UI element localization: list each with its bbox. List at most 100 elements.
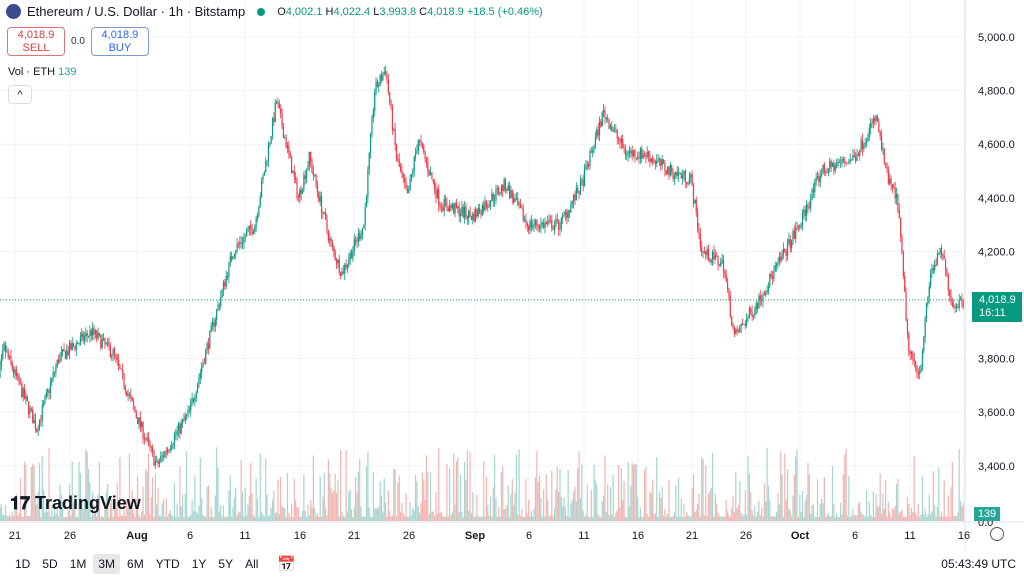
candle-body (417, 140, 419, 151)
collapse-legend-button[interactable]: ^ (8, 85, 32, 104)
volume-bar (270, 507, 272, 521)
tradingview-logo[interactable]: 𝟏𝟕 TradingView (10, 493, 141, 514)
volume-bar (194, 475, 196, 521)
range-ytd[interactable]: YTD (155, 557, 180, 571)
candle-body (59, 355, 61, 363)
candle-body (921, 351, 924, 365)
candle-body (890, 178, 892, 185)
range-3m[interactable]: 3M (93, 554, 121, 574)
volume-bar (10, 516, 12, 521)
range-1m[interactable]: 1M (69, 557, 87, 571)
candle-body (788, 239, 790, 244)
volume-bar (538, 475, 541, 521)
candle-body (44, 397, 46, 403)
candle-body (451, 204, 453, 209)
candle-body (718, 264, 721, 267)
candle-body (848, 161, 850, 163)
volume-bar (472, 492, 474, 521)
volume-bar (43, 490, 45, 521)
candle-body (508, 185, 511, 198)
candle-body (380, 74, 383, 81)
candle-body (566, 211, 568, 218)
last-price-label: 4,018.9 16:11 (972, 292, 1022, 322)
candle-body (703, 251, 706, 252)
candle-body (514, 199, 516, 203)
candle-body (838, 161, 840, 164)
candle-body (297, 197, 299, 199)
candle-body (176, 430, 178, 435)
candle-body (439, 205, 441, 208)
candle-body (620, 138, 622, 143)
candle-body (667, 166, 669, 175)
range-all[interactable]: All (245, 557, 259, 571)
volume-bar (921, 475, 924, 521)
candle-body (4, 343, 7, 353)
candle-body (751, 312, 753, 317)
volume-bar (825, 516, 827, 521)
candle-body (477, 208, 479, 217)
range-1d[interactable]: 1D (15, 557, 31, 571)
volume-bar (213, 516, 215, 521)
candle-body (552, 229, 554, 231)
volume-bar (0, 507, 1, 521)
candle-body (165, 451, 167, 453)
candle-body (310, 151, 312, 162)
volume-bar (376, 508, 379, 521)
candle-body (425, 158, 428, 162)
candle-body (841, 159, 843, 163)
range-1y[interactable]: 1Y (191, 557, 207, 571)
volume-bar (160, 515, 162, 521)
candle-body (626, 155, 628, 156)
candle-body (480, 213, 482, 215)
candle-body (954, 305, 956, 308)
candle-body (758, 295, 760, 309)
candle-body (909, 350, 911, 355)
range-5y[interactable]: 5Y (218, 557, 234, 571)
candle-body (825, 171, 827, 173)
symbol-title[interactable]: Ethereum / U.S. Dollar · 1h · Bitstamp (27, 4, 246, 19)
volume-bar (278, 514, 280, 521)
volume-bar (823, 477, 825, 521)
range-5d[interactable]: 5D (42, 557, 58, 571)
volume-bar (669, 516, 671, 521)
candle-body (205, 349, 207, 364)
price-chart[interactable]: 5,000.0 4,800.0 4,600.0 4,400.0 4,200.0 3,800… (0, 0, 1024, 550)
volume-bar (404, 516, 406, 521)
candle-body (419, 140, 421, 141)
volume-bar (676, 516, 678, 521)
candle-body (612, 130, 614, 131)
buy-button[interactable]: 4,018.9 BUY (90, 27, 149, 56)
volume-bar (167, 516, 169, 521)
candle-body (714, 255, 716, 260)
candle-body (916, 365, 918, 373)
volume-legend[interactable]: Vol · ETH 139 (8, 66, 77, 78)
range-6m[interactable]: 6M (127, 557, 144, 571)
candle-body (370, 134, 372, 153)
volume-bar (671, 516, 673, 521)
sell-button[interactable]: 4,018.9 SELL (7, 27, 65, 56)
candle-body (812, 189, 815, 193)
candle-body (446, 202, 448, 209)
volume-bar (646, 513, 648, 521)
x-tick-label: 21 (348, 530, 360, 542)
candle-body (720, 262, 722, 267)
candle-body (203, 363, 205, 365)
candle-body (872, 118, 874, 124)
volume-bar (59, 484, 61, 521)
candle-body (898, 209, 900, 218)
candle-body (256, 215, 259, 219)
volume-bar (917, 504, 919, 521)
volume-bar (387, 490, 389, 521)
volume-bar (656, 456, 658, 521)
volume-bar (365, 466, 368, 521)
candle-body (0, 366, 1, 378)
candle-body (746, 318, 748, 326)
volume-bar (304, 510, 306, 521)
candle-body (62, 349, 64, 353)
date-range-calendar-icon[interactable]: 📅 (277, 556, 297, 573)
candle-body (702, 251, 704, 253)
settings-gear-icon[interactable] (990, 527, 1004, 541)
volume-bar (152, 477, 154, 521)
volume-bar (939, 516, 941, 521)
clock[interactable]: 05:43:49 UTC (941, 557, 1016, 571)
